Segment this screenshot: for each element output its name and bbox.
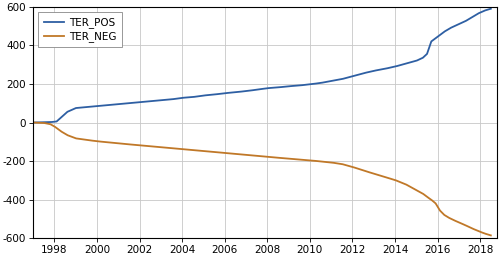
TER_POS — [488, 7, 494, 10]
TER_POS — [406, 61, 412, 64]
Line: TER_POS: TER_POS — [33, 9, 491, 123]
TER_NEG — [406, 185, 412, 188]
TER_POS — [30, 121, 36, 124]
TER_NEG — [304, 159, 310, 162]
TER_POS — [372, 69, 378, 72]
Legend: TER_POS, TER_NEG: TER_POS, TER_NEG — [38, 12, 122, 47]
TER_POS — [304, 83, 310, 86]
TER_NEG — [113, 142, 119, 145]
TER_NEG — [30, 121, 36, 124]
TER_POS — [328, 79, 334, 83]
TER_NEG — [205, 150, 211, 153]
TER_NEG — [372, 172, 378, 175]
TER_POS — [113, 103, 119, 106]
TER_POS — [205, 94, 211, 97]
Line: TER_NEG: TER_NEG — [33, 123, 491, 235]
TER_NEG — [488, 234, 494, 237]
TER_NEG — [328, 161, 334, 164]
